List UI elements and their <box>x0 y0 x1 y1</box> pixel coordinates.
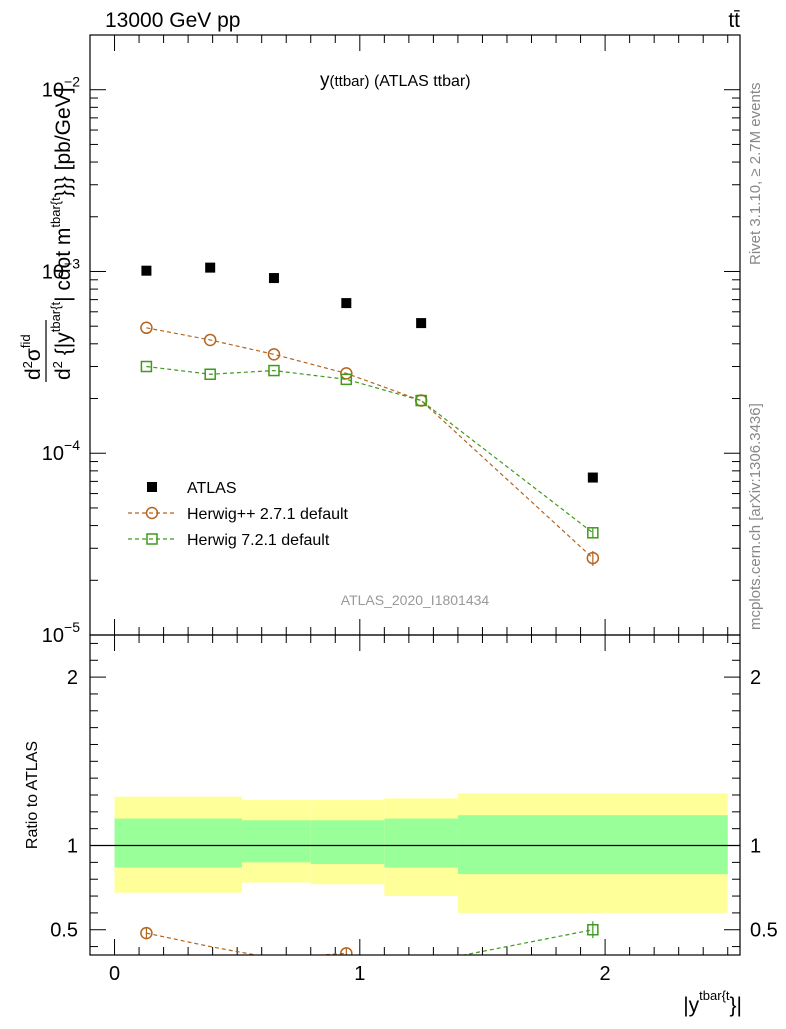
ratio-x-tick-label: 2 <box>600 963 611 985</box>
main-y-tick-label: 10−3 <box>42 255 80 283</box>
svg-text:d2σfid: d2σfid <box>18 334 45 380</box>
ratio-y-tick-label-right: 0.5 <box>750 920 778 942</box>
ratio-frame <box>89 634 741 956</box>
main-y-label: d2σfid d2 {|ytbar{t| cdot mtbar{t}}} [pb… <box>18 87 75 382</box>
ylabel-num-sigma: σ <box>22 348 45 361</box>
header-right-label: tt̄ <box>728 9 740 32</box>
series-marker-0 <box>205 262 216 273</box>
main-panel: 10−510−410−310−2 y(ttbar) (ATLAS ttbar) … <box>18 34 741 647</box>
ratio-marker-1 <box>587 923 599 936</box>
ylabel-den-sup2: tbar{t <box>48 197 63 228</box>
ratio-bands <box>90 793 740 913</box>
ratio-panel: 0.5 0.5 1 1 2 2 0 1 2 Ratio to ATLAS |ytbar{t}| <box>24 634 778 1017</box>
legend-marker <box>146 533 158 545</box>
main-y-ticks: 10−510−410−310−2 <box>42 34 740 647</box>
ratio-marker-0 <box>140 926 153 940</box>
plot-title: y(ttbar) (ATLAS ttbar) <box>320 70 471 91</box>
main-y-tick-exp: −3 <box>64 255 80 271</box>
ratio-y-tick-label-right: 2 <box>750 667 761 689</box>
ylabel-num-fid: fid <box>18 334 33 348</box>
series-marker-1 <box>203 333 217 347</box>
analysis-watermark: ATLAS_2020_I1801434 <box>341 592 490 608</box>
main-y-tick-base: 10 <box>42 625 64 647</box>
ylabel-den-d: d <box>52 368 75 380</box>
main-y-tick-base: 10 <box>42 261 64 283</box>
plot-title-sub: (ttbar) <box>330 73 370 90</box>
series-marker-2 <box>204 368 216 381</box>
series-line-2 <box>146 365 594 534</box>
series-marker-2 <box>268 364 280 377</box>
svg-text:d2 {|ytbar{t| cdot mtbar{t}}}: d2 {|ytbar{t| cdot mtbar{t}}} [pb/GeV] <box>48 87 75 380</box>
ratio-y-tick-label-right: 1 <box>750 836 761 858</box>
series-marker-0 <box>416 318 427 329</box>
x-axis-label: |ytbar{t}| <box>683 988 742 1017</box>
series-marker-1 <box>340 367 353 380</box>
ratio-y-tick-label: 2 <box>67 667 78 689</box>
main-y-tick-label: 10−2 <box>42 74 80 102</box>
main-y-tick-label: 10−4 <box>42 437 80 465</box>
legend-label: Herwig 7.2.1 default <box>187 532 330 549</box>
ratio-x-tick-label: 1 <box>354 963 365 985</box>
main-y-tick-exp: −2 <box>64 74 80 90</box>
ratio-x-tick-label: 0 <box>109 963 120 985</box>
plot-title-rest: (ATLAS ttbar) <box>370 73 471 90</box>
ylabel-num-d: d <box>22 368 45 380</box>
legend-label: ATLAS <box>187 480 237 497</box>
xlabel-sup: tbar{t <box>699 988 730 1003</box>
series-marker-0 <box>587 472 598 483</box>
legend: ATLAS Herwig++ 2.7.1 default Herwig 7.2.1 … <box>128 480 349 549</box>
main-y-tick-exp: −5 <box>64 619 80 635</box>
main-x-ticks <box>114 35 729 635</box>
series-marker-1 <box>267 348 281 361</box>
series-line-1 <box>146 327 594 559</box>
series-marker-2 <box>340 373 353 386</box>
ratio-y-label: Ratio to ATLAS <box>24 741 41 849</box>
ylabel-num-exp: 2 <box>20 361 35 368</box>
xlabel-main: |y <box>683 994 699 1017</box>
legend-label: Herwig++ 2.7.1 default <box>187 506 349 523</box>
ratio-y-ticks: 0.5 0.5 1 1 2 2 <box>50 642 778 948</box>
ylabel-den-text: {|y <box>52 332 75 361</box>
ylabel-den-end: }}} [pb/GeV] <box>52 87 75 197</box>
main-y-tick-base: 10 <box>42 443 64 465</box>
ratio-band-green <box>114 818 243 868</box>
ratio-band-green <box>457 815 728 875</box>
series-marker-2 <box>140 360 153 373</box>
series-marker-1 <box>140 321 153 335</box>
series-marker-1 <box>586 551 600 565</box>
legend-marker <box>145 506 159 520</box>
xlabel-end: }| <box>730 994 742 1017</box>
ratio-series <box>140 921 599 955</box>
legend-marker <box>147 482 157 492</box>
series-marker-0 <box>141 265 152 276</box>
ratio-line-1 <box>460 929 593 955</box>
main-y-tick-label: 10−5 <box>42 619 80 647</box>
ratio-marker-0 <box>340 947 353 955</box>
series-marker-2 <box>415 394 427 407</box>
plot-title-main: y <box>320 70 330 91</box>
ratio-y-tick-label: 0.5 <box>50 920 78 942</box>
main-y-tick-exp: −4 <box>64 437 80 453</box>
main-series <box>140 262 600 566</box>
series-marker-1 <box>414 394 428 407</box>
ratio-band-green <box>384 818 458 868</box>
series-marker-0 <box>341 298 352 309</box>
header-left-label: 13000 GeV pp <box>105 9 240 32</box>
ylabel-den-exp: 2 <box>50 361 65 368</box>
ylabel-den-sup: tbar{t <box>48 302 63 333</box>
main-y-tick-base: 10 <box>42 80 64 102</box>
ratio-band-green <box>242 820 311 863</box>
series-marker-0 <box>268 273 279 284</box>
rivet-version-text: Rivet 3.1.10, ≥ 2.7M events <box>747 83 764 266</box>
mcplots-text: mcplots.cern.ch [arXiv:1306.3436] <box>747 403 764 630</box>
series-marker-2 <box>587 527 599 539</box>
ratio-band-green <box>310 820 385 865</box>
ylabel-den-rest: | cdot m <box>52 228 75 302</box>
ratio-y-tick-label: 1 <box>67 836 78 858</box>
